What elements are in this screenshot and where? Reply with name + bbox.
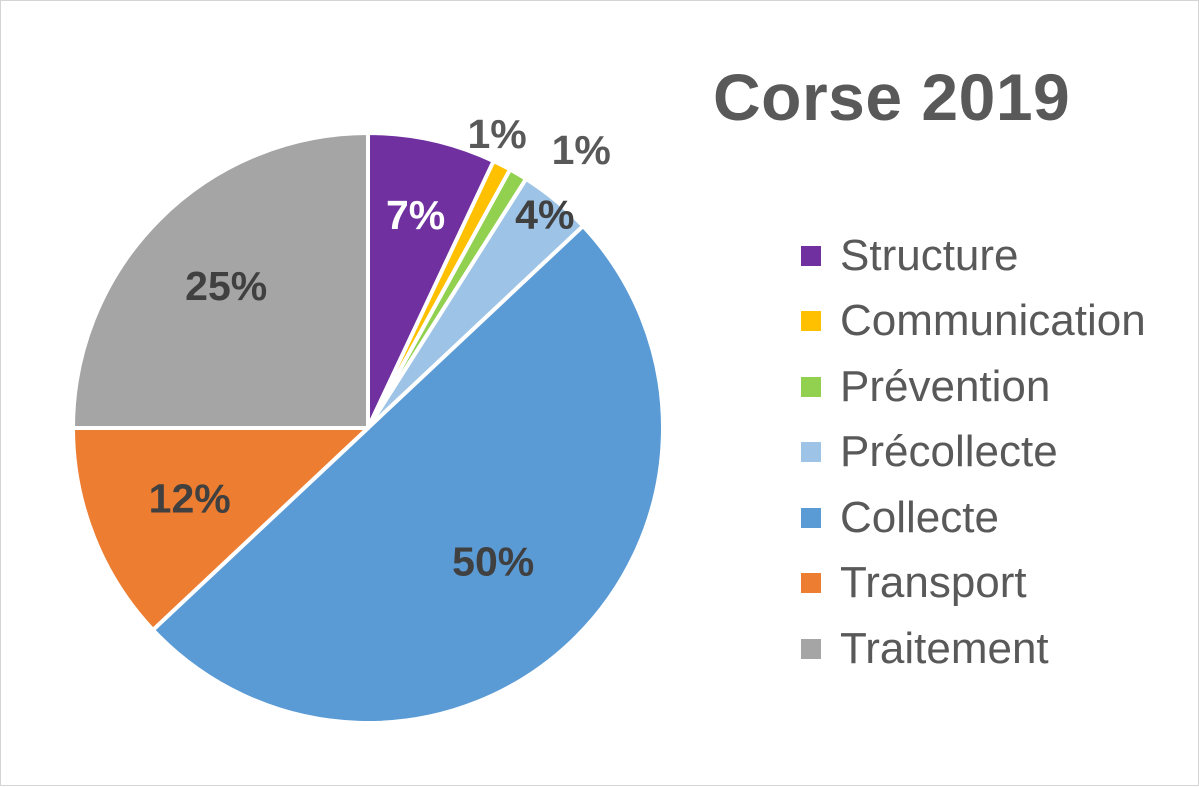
- legend-item-collecte: Collecte: [801, 485, 1146, 551]
- legend-swatch-structure: [801, 245, 821, 266]
- legend-label-traitement: Traitement: [840, 623, 1049, 673]
- legend-item-communication: Communication: [801, 289, 1146, 355]
- legend-label-collecte: Collecte: [840, 492, 999, 542]
- chart-title: Corse 2019: [713, 60, 1071, 134]
- pie-slice-transport: [71, 426, 370, 632]
- slice-label-transport: 12%: [149, 476, 231, 522]
- legend-swatch-collecte: [801, 507, 821, 528]
- legend-swatch-transport: [801, 573, 821, 594]
- legend-item-traitement: Traitement: [801, 616, 1146, 682]
- pie-slice-traitement: [71, 131, 370, 430]
- slice-label-traitement: 25%: [185, 263, 267, 309]
- slice-label-prevention: 1%: [552, 127, 611, 173]
- legend: Structure Communication Prévention Préco…: [801, 223, 1146, 682]
- slice-label-structure: 7%: [386, 192, 445, 238]
- legend-swatch-communication: [801, 311, 821, 332]
- legend-swatch-traitement: [801, 638, 821, 659]
- legend-label-structure: Structure: [840, 230, 1019, 280]
- slice-label-precollecte: 4%: [515, 191, 574, 237]
- legend-item-prevention: Prévention: [801, 354, 1146, 420]
- legend-label-prevention: Prévention: [840, 361, 1051, 411]
- slice-label-communication: 1%: [467, 111, 526, 157]
- pie-slice-collecte: [150, 224, 665, 725]
- legend-swatch-prevention: [801, 376, 821, 397]
- legend-item-precollecte: Précollecte: [801, 420, 1146, 486]
- legend-label-communication: Communication: [840, 296, 1146, 346]
- legend-swatch-precollecte: [801, 442, 821, 463]
- legend-item-structure: Structure: [801, 223, 1146, 289]
- legend-item-transport: Transport: [801, 551, 1146, 617]
- slice-label-collecte: 50%: [452, 538, 534, 584]
- pie-slice-structure: [366, 131, 496, 430]
- legend-label-precollecte: Précollecte: [840, 427, 1058, 477]
- legend-label-transport: Transport: [840, 558, 1027, 608]
